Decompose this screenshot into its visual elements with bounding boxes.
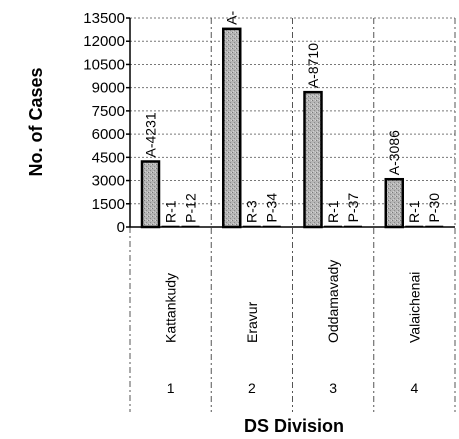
- y-tick-label: 4500: [92, 149, 125, 166]
- y-tick-label: 12000: [83, 33, 125, 50]
- data-label: A-3086: [386, 130, 402, 175]
- bar: [222, 27, 242, 229]
- x-axis-label: DS Division: [244, 416, 344, 436]
- data-label: R-1: [325, 200, 341, 223]
- y-tick-label: 6000: [92, 126, 125, 143]
- y-tick-label: 9000: [92, 80, 125, 97]
- category-number: 2: [248, 380, 256, 396]
- category-name: Eravur: [244, 301, 260, 343]
- y-tick-label: 3000: [92, 173, 125, 190]
- category-number: 3: [329, 380, 337, 396]
- y-tick-label: 13500: [83, 10, 125, 27]
- data-label: P-34: [264, 193, 280, 223]
- category-number: 1: [167, 380, 175, 396]
- data-label: P-12: [183, 193, 199, 223]
- y-tick-label: 7500: [92, 103, 125, 120]
- bar: [140, 160, 161, 229]
- data-label: P-37: [345, 193, 361, 223]
- category-labels: Kattankudy 1 Eravur 2 Oddamavady 3 Valaichenai…: [163, 260, 423, 396]
- bar: [384, 177, 404, 229]
- category-name: Kattankudy: [163, 273, 179, 343]
- y-tick-label: 10500: [83, 56, 125, 73]
- data-label: R-1: [163, 200, 179, 223]
- data-label: A-8710: [305, 43, 321, 88]
- category-name: Valaichenai: [406, 272, 422, 343]
- y-tick-label: 1500: [92, 196, 125, 213]
- y-tick-labels: 0 1500 3000 4500 6000 7500 9000 10500 12000 13500: [83, 10, 125, 236]
- category-name: Oddamavady: [325, 260, 341, 343]
- data-label: A-: [224, 10, 240, 24]
- data-label: P-30: [426, 193, 442, 223]
- data-label: A-4231: [143, 112, 159, 157]
- bar: [303, 90, 323, 229]
- y-axis-label: No. of Cases: [26, 67, 46, 176]
- data-label: R-1: [406, 200, 422, 223]
- data-label: R-3: [244, 200, 260, 223]
- axes: [126, 17, 455, 228]
- y-tick-label: 0: [117, 219, 125, 236]
- category-number: 4: [410, 380, 418, 396]
- category-separators: [129, 18, 456, 412]
